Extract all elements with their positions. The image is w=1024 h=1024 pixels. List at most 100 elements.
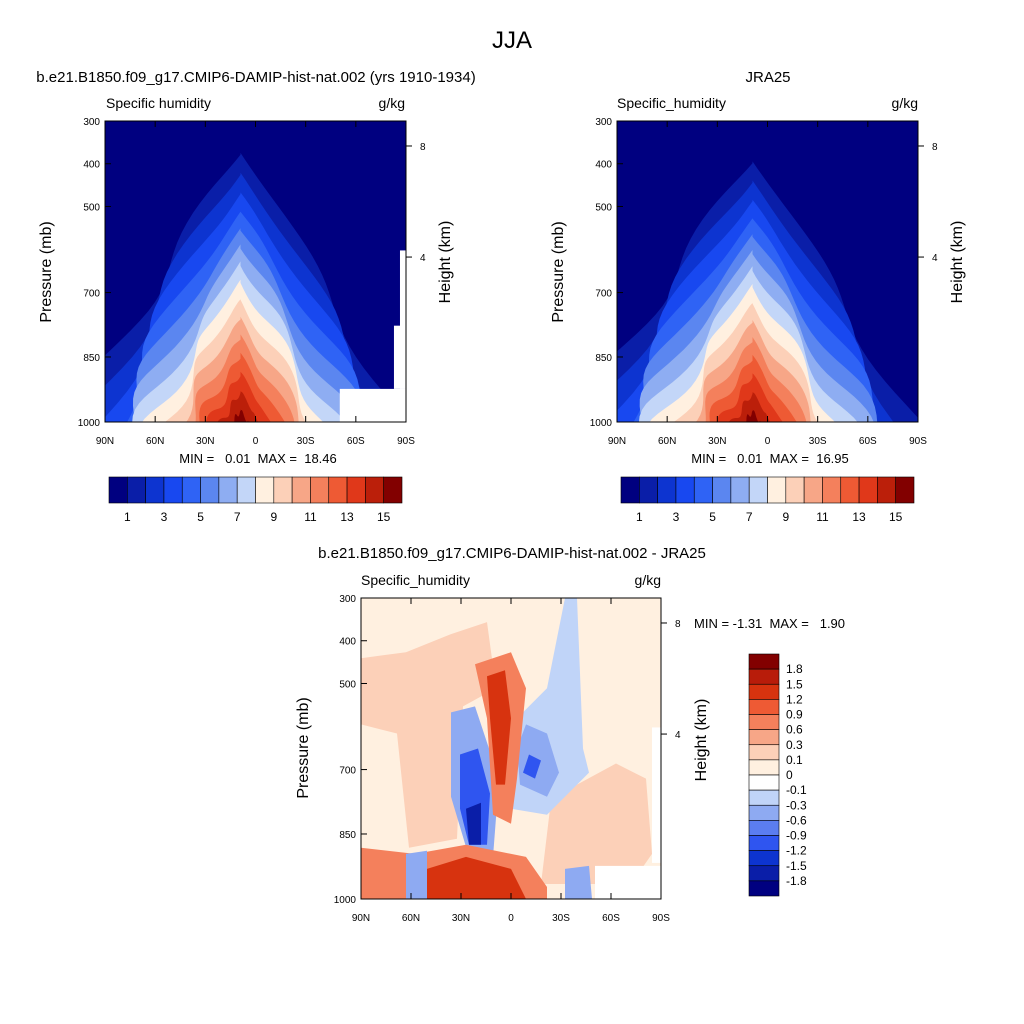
panel-c-colorbar-swatch xyxy=(748,729,780,746)
panel-c-x-tick-label: 30N xyxy=(452,913,470,924)
panel-b-variable-label: Specific_humidity xyxy=(617,95,726,111)
panel-b-colorbar-swatch xyxy=(877,476,896,504)
panel-c-variable-label: Specific_humidity xyxy=(361,572,470,588)
panel-b-y-tick-label: 700 xyxy=(595,289,612,300)
panel-c-negative-region xyxy=(406,850,427,899)
panel-b-colorbar-swatch xyxy=(657,476,677,504)
panel-b-x-tick-label: 30S xyxy=(809,436,827,447)
panel-b-colorbar-label: 11 xyxy=(816,510,829,524)
panel-b-y-axis-label: Pressure (mb) xyxy=(550,221,567,322)
panel-b-height-axis-label: Height (km) xyxy=(949,221,966,304)
panel-c-colorbar-swatch xyxy=(748,668,780,685)
panel-c-negative-core xyxy=(466,802,481,845)
panel-a-x-tick-label: 90N xyxy=(96,436,114,447)
panel-c-contour-field xyxy=(361,598,661,899)
panel-c-colorbar-label: 1.8 xyxy=(786,662,803,676)
panel-c-height-tick-label: 8 xyxy=(675,619,681,630)
panel-b-colorbar-swatch xyxy=(748,476,768,504)
panel-a-title: b.e21.B1850.f09_g17.CMIP6-DAMIP-hist-nat… xyxy=(36,69,475,86)
panel-a-y-axis-label: Pressure (mb) xyxy=(38,221,55,322)
panel-b-colorbar-label: 7 xyxy=(746,510,753,524)
panel-a-colorbar-label: 5 xyxy=(197,510,204,524)
panel-b-colorbar-swatch xyxy=(803,476,823,504)
panel-c-positive-region xyxy=(361,622,496,848)
panel-c-x-tick-label: 0 xyxy=(508,913,514,924)
panel-b-x-tick-label: 60N xyxy=(658,436,676,447)
panel-c-y-tick-label: 700 xyxy=(339,766,356,777)
panel-c-colorbar-swatch xyxy=(748,880,780,897)
panel-a-variable-label: Specific humidity xyxy=(106,95,211,111)
panel-b-colorbar-swatch xyxy=(730,476,750,504)
panel-b-colorbar-swatch xyxy=(675,476,695,504)
panel-b-colorbar-label: 15 xyxy=(889,510,903,524)
panel-a-contour-level-14 xyxy=(217,391,258,422)
panel-b-height-tick-label: 8 xyxy=(932,142,938,153)
panel-a-colorbar: 1 3 5 7 9 11 13 15 xyxy=(108,476,403,524)
panel-c-colorbar-swatch xyxy=(748,850,780,867)
panel-c-colorbar-label: 0.1 xyxy=(786,753,803,767)
panel-a-contour-level-13 xyxy=(206,371,271,422)
panel-c-colorbar: 1.81.51.20.90.60.30.10-0.1-0.3-0.6-0.9-1… xyxy=(748,653,807,897)
panel-a-colorbar-swatch xyxy=(310,476,330,504)
panel-b-height-tick-label: 4 xyxy=(932,253,938,264)
panel-c-y-tick-label: 400 xyxy=(339,637,356,648)
panel-a-colorbar-swatch xyxy=(291,476,311,504)
panel-c-positive-region xyxy=(541,763,652,884)
panel-b-y-tick-label: 1000 xyxy=(590,418,613,429)
panel-b-colorbar-swatch xyxy=(767,476,787,504)
panel-c-colorbar-swatch xyxy=(748,714,780,730)
panel-a-height-tick-label: 8 xyxy=(420,142,426,153)
panel-c-negative-core xyxy=(523,754,541,779)
panel-a-colorbar-swatch xyxy=(163,476,183,504)
panel-b-contour-level-15 xyxy=(746,409,761,422)
panel-c-colorbar-swatch xyxy=(748,699,780,715)
panel-c-title: b.e21.B1850.f09_g17.CMIP6-DAMIP-hist-nat… xyxy=(318,545,706,562)
panel-b-x-tick-label: 60S xyxy=(859,436,877,447)
panel-c-colorbar-label: -1.8 xyxy=(786,874,807,888)
panel-a-contour-field xyxy=(105,121,406,422)
panel-c-colorbar-swatch xyxy=(748,865,780,882)
panel-a-colorbar-swatch xyxy=(346,476,366,504)
panel-c-colorbar-swatch xyxy=(748,789,780,806)
panel-a-x-tick-label: 60N xyxy=(146,436,164,447)
panel-a-missing-data xyxy=(393,325,406,389)
panel-a-x-tick-label: 60S xyxy=(347,436,365,447)
panel-a-colorbar-swatch xyxy=(200,476,220,504)
panel-c-colorbar-label: 0.6 xyxy=(786,723,803,737)
panel-a-colorbar-swatch xyxy=(127,476,146,504)
panel-a-y-tick-label: 850 xyxy=(83,353,100,364)
panel-a-colorbar-swatch xyxy=(145,476,165,504)
panel-c-y-axis-label: Pressure (mb) xyxy=(295,697,312,798)
panel-b-colorbar-swatch xyxy=(785,476,805,504)
panel-a-x-tick-label: 90S xyxy=(397,436,415,447)
panel-a-y-tick-label: 400 xyxy=(83,160,100,171)
panel-a-height-tick-label: 4 xyxy=(420,253,426,264)
panel-a-colorbar-swatch xyxy=(236,476,256,504)
panel-b-colorbar-label: 5 xyxy=(709,510,716,524)
panel-a-colorbar-label: 13 xyxy=(340,510,354,524)
panel-c-positive-core xyxy=(427,856,526,899)
panel-c-missing-data xyxy=(652,727,661,863)
panel-c-difference: Specific_humidity g/kg 30040050070085010… xyxy=(295,572,845,924)
panel-a-colorbar-swatch xyxy=(383,476,403,504)
panel-c-colorbar-label: -0.6 xyxy=(786,813,807,827)
panel-c-missing-data xyxy=(595,865,661,899)
panel-c-colorbar-swatch xyxy=(748,744,780,761)
panel-b-x-tick-label: 30N xyxy=(708,436,726,447)
panel-a-unit-label: g/kg xyxy=(379,95,405,111)
panel-a-y-tick-label: 1000 xyxy=(78,418,101,429)
panel-b-x-tick-label: 90S xyxy=(909,436,927,447)
panel-c-colorbar-swatch xyxy=(748,683,780,700)
panel-c-min-max: MIN = -1.31 MAX = 1.90 xyxy=(694,616,845,631)
panel-a-colorbar-label: 9 xyxy=(270,510,277,524)
panel-c-colorbar-swatch xyxy=(748,820,780,836)
panel-c-height-tick-label: 4 xyxy=(675,730,681,741)
panel-c-y-tick-label: 1000 xyxy=(334,895,357,906)
panel-a-colorbar-label: 7 xyxy=(234,510,241,524)
panel-b-contour-level-14 xyxy=(728,392,770,422)
panel-a-contour-level-15 xyxy=(234,409,249,422)
panel-b-x-tick-label: 90N xyxy=(608,436,626,447)
panel-c-unit-label: g/kg xyxy=(635,572,661,588)
panel-b-colorbar-swatch xyxy=(895,476,915,504)
